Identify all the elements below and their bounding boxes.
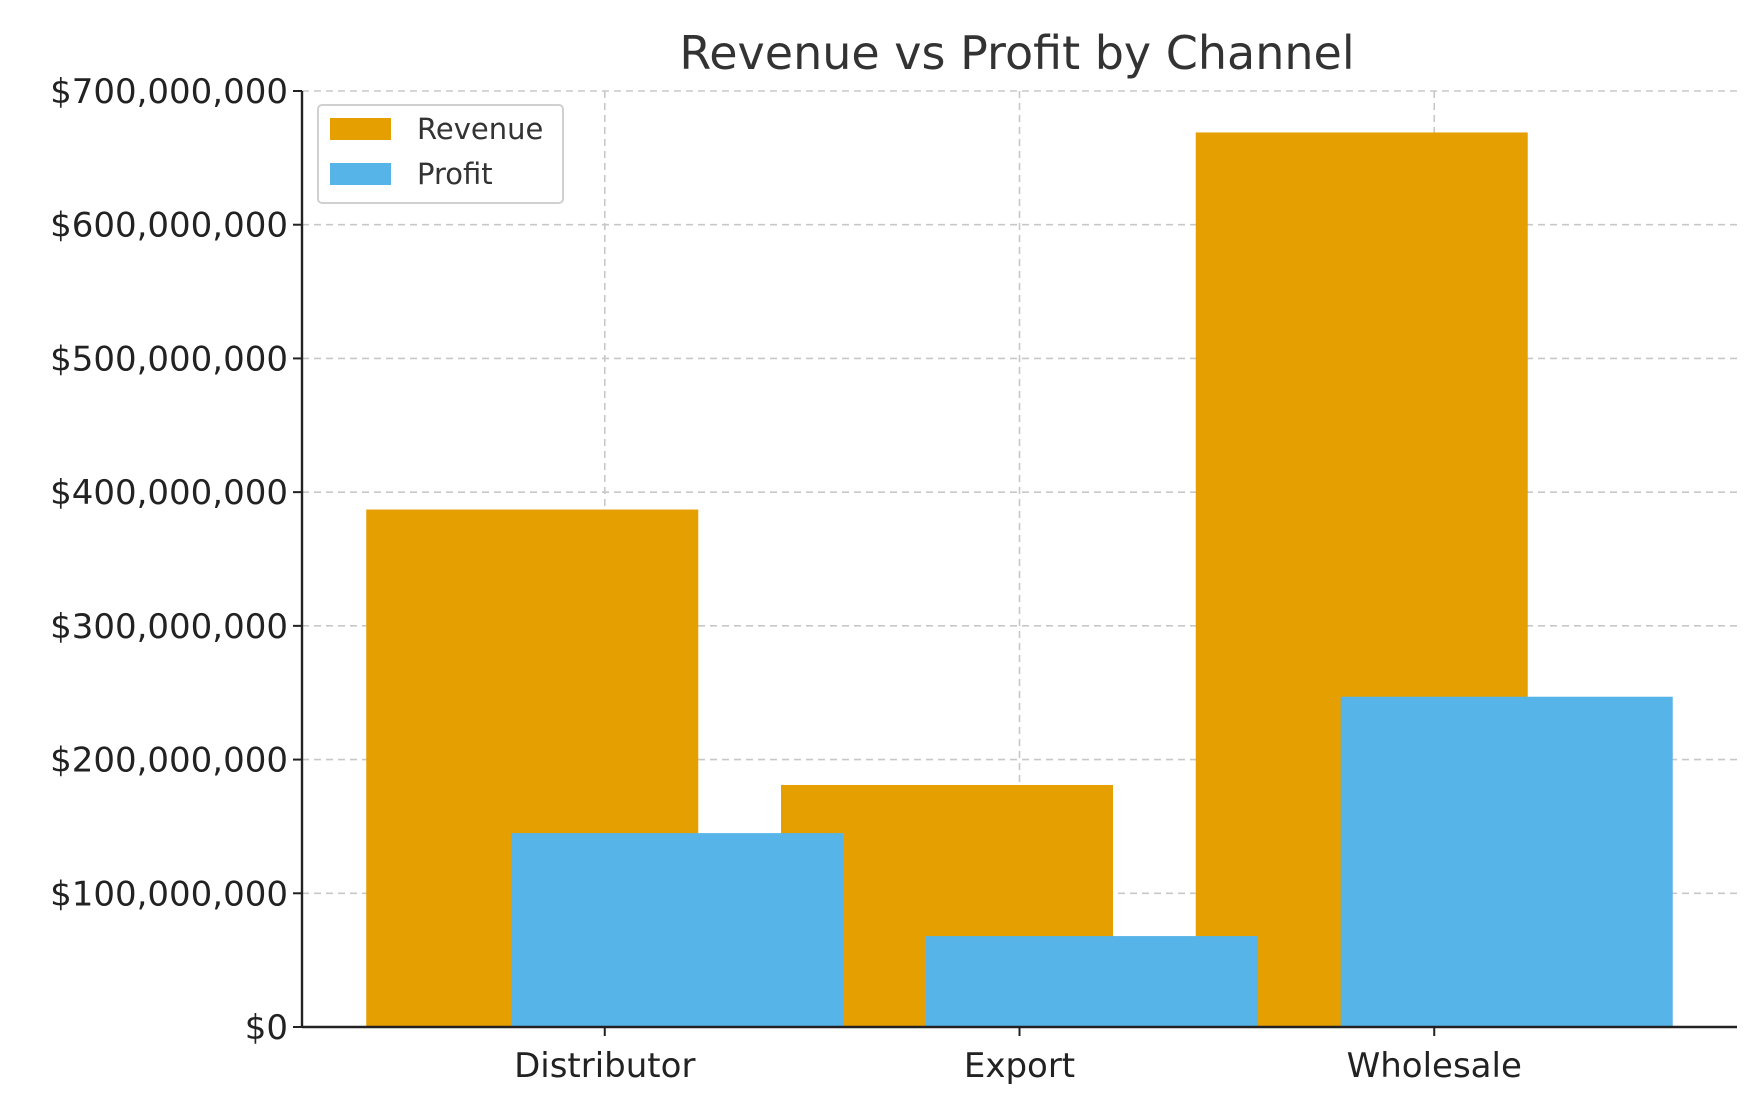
x-tick-label: Wholesale: [1347, 1046, 1522, 1086]
y-tick-label: $400,000,000: [50, 473, 288, 513]
x-tick-label: Export: [964, 1046, 1075, 1086]
legend: Revenue Profit: [317, 104, 564, 204]
bar-profit-wholesale: [1340, 696, 1673, 1027]
y-tick-label: $0: [245, 1008, 288, 1048]
y-tick-label: $700,000,000: [50, 72, 288, 112]
y-tick-label: $200,000,000: [50, 741, 288, 781]
x-tick-label: Distributor: [514, 1046, 695, 1086]
bar-profit-distributor: [511, 833, 844, 1027]
legend-swatch-revenue: [330, 118, 391, 140]
chart-title: Revenue vs Profit by Channel: [679, 26, 1354, 80]
y-tick-label: $600,000,000: [50, 206, 288, 246]
bars-layer: [366, 132, 1673, 1028]
y-tick-label: $100,000,000: [50, 874, 288, 914]
y-tick-label: $300,000,000: [50, 607, 288, 647]
bar-profit-export: [926, 936, 1258, 1027]
legend-swatch-profit: [330, 163, 391, 185]
axes-layer: $0 $100,000,000 $200,000,000 $300,000,000 $4…: [50, 72, 1737, 1086]
legend-label-revenue: Revenue: [417, 112, 543, 146]
legend-label-profit: Profit: [417, 157, 493, 191]
y-tick-label: $500,000,000: [50, 339, 288, 379]
